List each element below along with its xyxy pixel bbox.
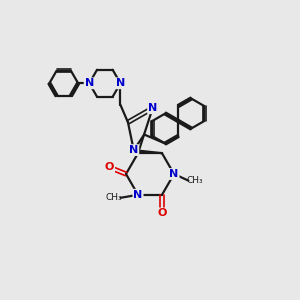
Text: N: N bbox=[85, 78, 94, 88]
Text: N: N bbox=[169, 169, 178, 179]
Text: N: N bbox=[148, 103, 157, 113]
Text: N: N bbox=[134, 190, 142, 200]
Text: O: O bbox=[105, 162, 114, 172]
Text: N: N bbox=[116, 78, 125, 88]
Text: O: O bbox=[157, 208, 167, 218]
Text: N: N bbox=[129, 145, 138, 155]
Text: CH₃: CH₃ bbox=[106, 193, 122, 202]
Text: CH₃: CH₃ bbox=[187, 176, 203, 185]
